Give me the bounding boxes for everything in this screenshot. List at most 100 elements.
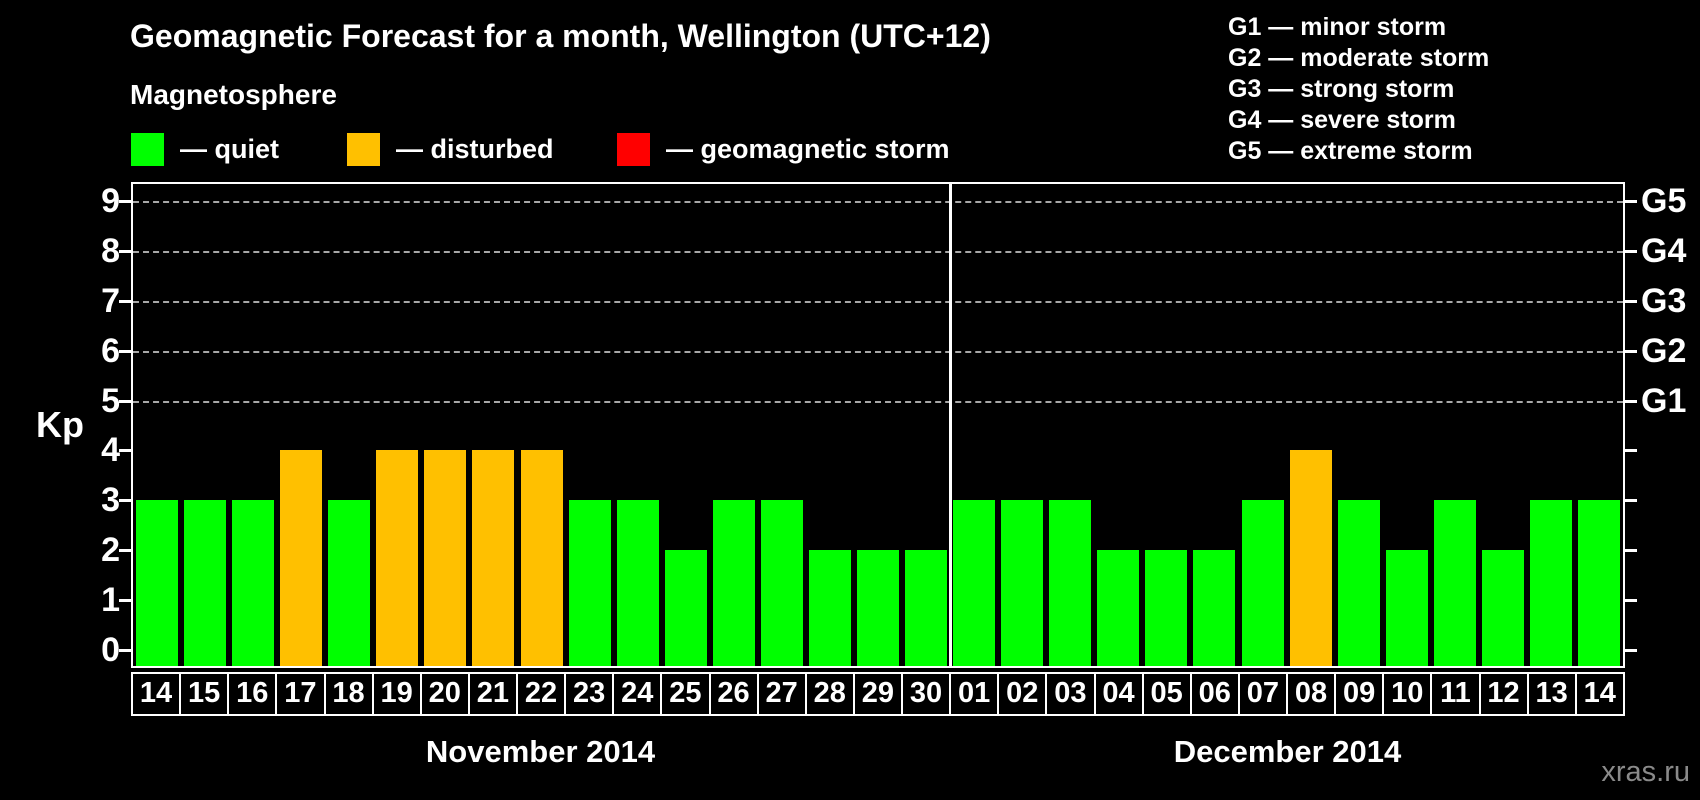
y-axis-tick xyxy=(119,349,131,353)
g4-legend-entry: G4 — severe storm xyxy=(1228,106,1456,134)
watermark: xras.ru xyxy=(1601,756,1690,788)
y-tick-label: 8 xyxy=(101,231,120,270)
day-label: 25 xyxy=(662,674,709,714)
y-axis-tick xyxy=(119,399,131,403)
kp-bar xyxy=(136,500,179,666)
gridline-kp7 xyxy=(133,300,1623,303)
day-label-row: 14 15 16 17 18 19 20 21 22 23 24 25 26 27 28 29 30 01 02 03… xyxy=(131,672,1625,716)
kp-bar xyxy=(1289,450,1332,666)
month-divider xyxy=(948,184,952,666)
y-axis-tick xyxy=(119,199,131,203)
day-label: 23 xyxy=(566,674,613,714)
y-tick-label: 7 xyxy=(101,281,120,320)
kp-bar xyxy=(472,450,515,666)
kp-bar xyxy=(1145,550,1188,666)
kp-bar xyxy=(568,500,611,666)
day-label: 03 xyxy=(1047,674,1094,714)
right-axis-tick xyxy=(1625,399,1637,403)
kp-bar xyxy=(1241,500,1284,666)
right-axis-tick xyxy=(1625,649,1637,652)
storm-color-swatch xyxy=(617,132,650,166)
legend-item-quiet: — quiet xyxy=(131,131,279,167)
g2-legend-entry: G2 — moderate storm xyxy=(1228,44,1490,72)
y-tick-label: 6 xyxy=(101,331,120,370)
day-label: 12 xyxy=(1480,674,1527,714)
kp-bar xyxy=(1097,550,1140,666)
g-tick-label: G1 xyxy=(1641,381,1687,420)
kp-bar xyxy=(1529,500,1572,666)
day-label: 16 xyxy=(229,674,276,714)
day-label: 13 xyxy=(1528,674,1575,714)
day-label: 11 xyxy=(1432,674,1479,714)
quiet-color-swatch xyxy=(131,132,164,166)
day-label: 18 xyxy=(325,674,372,714)
kp-bar xyxy=(424,450,467,666)
gridline-kp6 xyxy=(133,350,1623,353)
day-label: 08 xyxy=(1288,674,1335,714)
kp-bar xyxy=(953,500,996,666)
right-axis-tick xyxy=(1625,599,1637,603)
kp-bar xyxy=(520,450,563,666)
month-label-december: December 2014 xyxy=(1173,734,1402,769)
disturbed-color-swatch xyxy=(347,132,380,166)
day-label: 24 xyxy=(614,674,661,714)
y-axis-label: Kp xyxy=(36,404,84,445)
kp-bar xyxy=(664,550,707,666)
right-axis-tick xyxy=(1625,249,1637,253)
legend-label: — disturbed xyxy=(396,133,554,164)
day-label: 17 xyxy=(277,674,324,714)
legend-item-disturbed: — disturbed xyxy=(347,131,554,167)
day-label: 20 xyxy=(421,674,468,714)
y-axis-tick xyxy=(119,599,131,603)
right-axis-tick xyxy=(1625,549,1637,553)
y-tick-label: 4 xyxy=(101,431,120,470)
kp-bar xyxy=(1481,550,1524,666)
day-label: 06 xyxy=(1191,674,1238,714)
y-tick-label: 1 xyxy=(101,581,120,620)
kp-bar xyxy=(1433,500,1476,666)
gridline-kp8 xyxy=(133,250,1623,253)
day-label: 30 xyxy=(903,674,950,714)
y-axis-tick xyxy=(119,549,131,553)
y-tick-label: 9 xyxy=(101,181,120,220)
legend-label: — quiet xyxy=(180,133,279,164)
kp-bar xyxy=(1001,500,1044,666)
right-axis-tick xyxy=(1625,349,1637,353)
y-axis-tick xyxy=(119,299,131,303)
kp-bar xyxy=(1385,550,1428,666)
kp-bar xyxy=(280,450,323,666)
g5-legend-entry: G5 — extreme storm xyxy=(1228,137,1473,165)
day-label: 04 xyxy=(1095,674,1142,714)
y-tick-label: 5 xyxy=(101,381,120,420)
g-scale-legend: G1 — minor storm G2 — moderate storm G3 … xyxy=(1228,12,1489,167)
day-label: 14 xyxy=(133,674,180,714)
right-axis-tick xyxy=(1625,499,1637,503)
kp-bar xyxy=(808,550,851,666)
kp-bar xyxy=(184,500,227,666)
day-label: 29 xyxy=(854,674,901,714)
g3-legend-entry: G3 — strong storm xyxy=(1228,75,1455,103)
day-label: 05 xyxy=(1143,674,1190,714)
day-label: 22 xyxy=(518,674,565,714)
g1-legend-entry: G1 — minor storm xyxy=(1228,13,1447,41)
right-axis-tick xyxy=(1625,449,1637,453)
day-label: 07 xyxy=(1239,674,1286,714)
g-tick-label: G2 xyxy=(1641,331,1687,370)
day-label: 26 xyxy=(710,674,757,714)
kp-bar xyxy=(616,500,659,666)
day-label: 02 xyxy=(999,674,1046,714)
day-label: 21 xyxy=(469,674,516,714)
gridline-kp9 xyxy=(133,200,1623,203)
legend-label: — geomagnetic storm xyxy=(666,133,950,164)
day-label: 19 xyxy=(373,674,420,714)
y-tick-label: 3 xyxy=(101,481,120,520)
kp-bar xyxy=(376,450,419,666)
y-axis-tick xyxy=(119,499,131,503)
right-axis-tick xyxy=(1625,199,1637,203)
day-label: 27 xyxy=(758,674,805,714)
day-label: 10 xyxy=(1384,674,1431,714)
y-axis-tick xyxy=(119,249,131,253)
day-label: 28 xyxy=(806,674,853,714)
right-axis-tick xyxy=(1625,299,1637,303)
y-axis-tick xyxy=(119,449,131,453)
